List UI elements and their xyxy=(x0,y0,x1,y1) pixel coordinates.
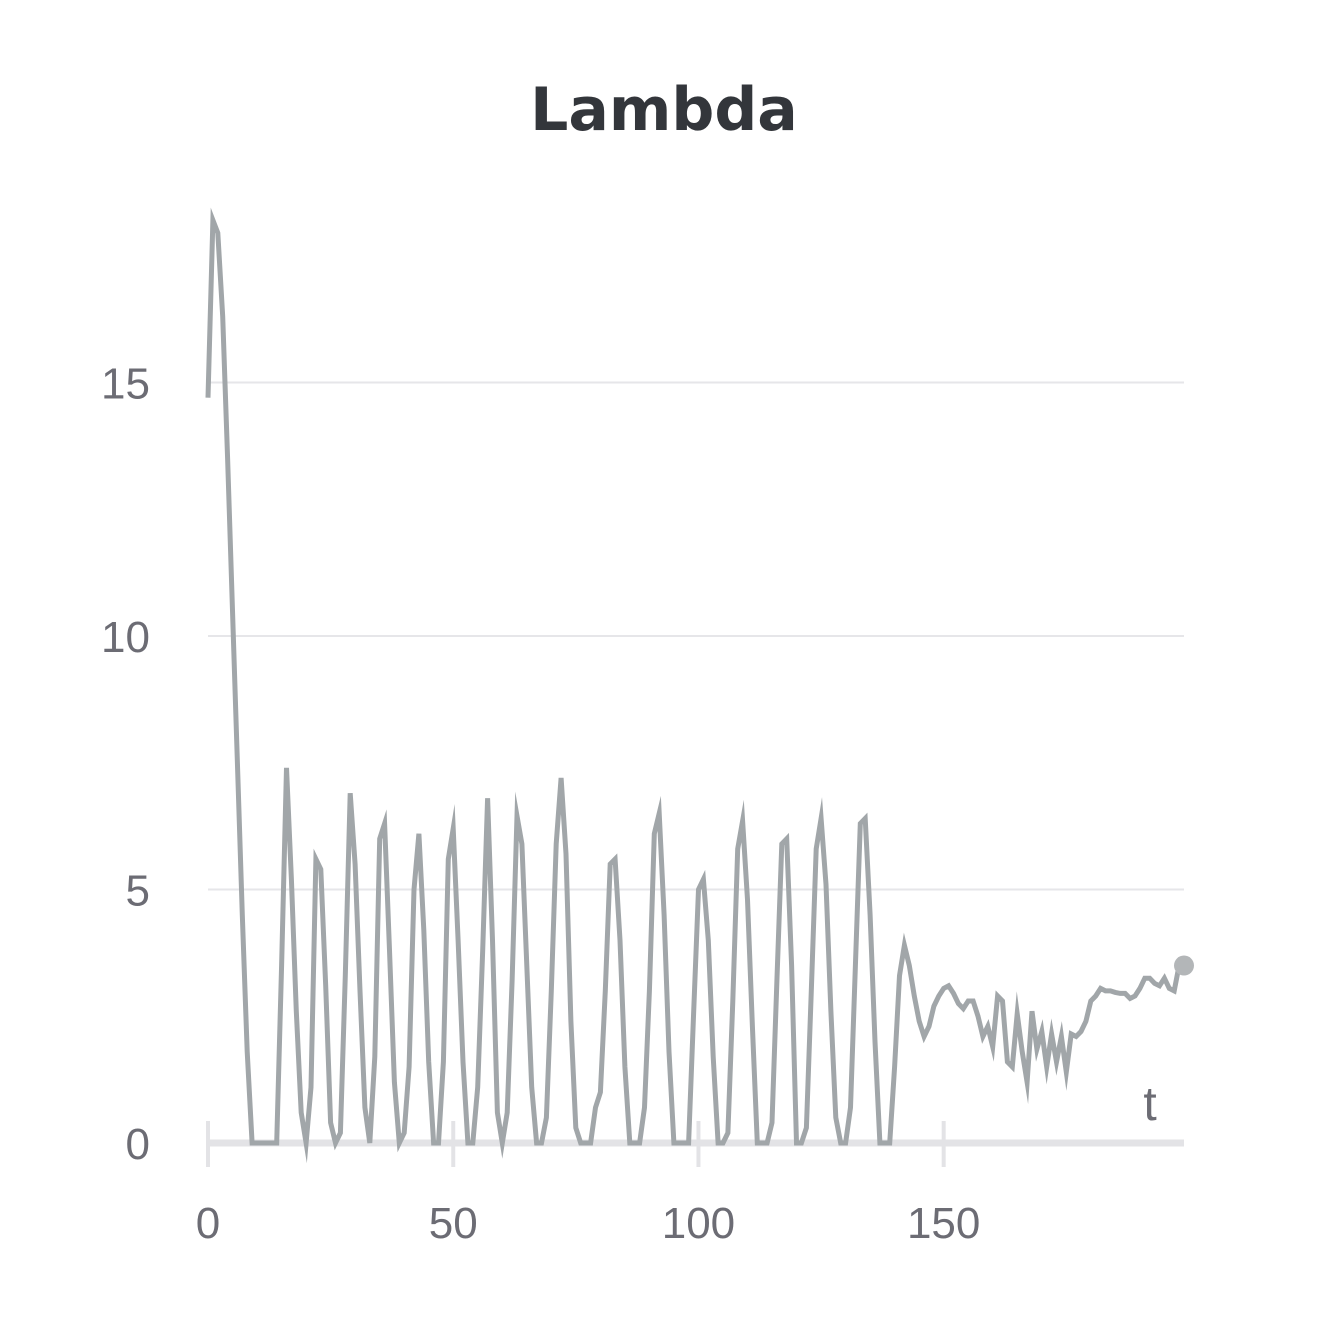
x-axis-label: t xyxy=(1143,1078,1156,1131)
gridlines xyxy=(208,381,1184,891)
y-tick-label: 10 xyxy=(101,613,150,662)
chart-title: Lambda xyxy=(530,75,798,145)
x-tick-label: 0 xyxy=(196,1199,220,1248)
y-axis-ticks: 0 5 10 15 xyxy=(101,359,150,1169)
series-layer xyxy=(205,207,1194,1164)
y-tick-label: 5 xyxy=(126,866,150,915)
x-tick-label: 100 xyxy=(662,1199,735,1248)
x-tick-label: 50 xyxy=(429,1199,478,1248)
series-line xyxy=(205,207,1184,1164)
y-tick-label: 15 xyxy=(101,359,150,408)
series-end-point xyxy=(1174,955,1194,976)
x-tick-label: 150 xyxy=(907,1199,980,1248)
y-tick-label: 0 xyxy=(126,1120,150,1169)
